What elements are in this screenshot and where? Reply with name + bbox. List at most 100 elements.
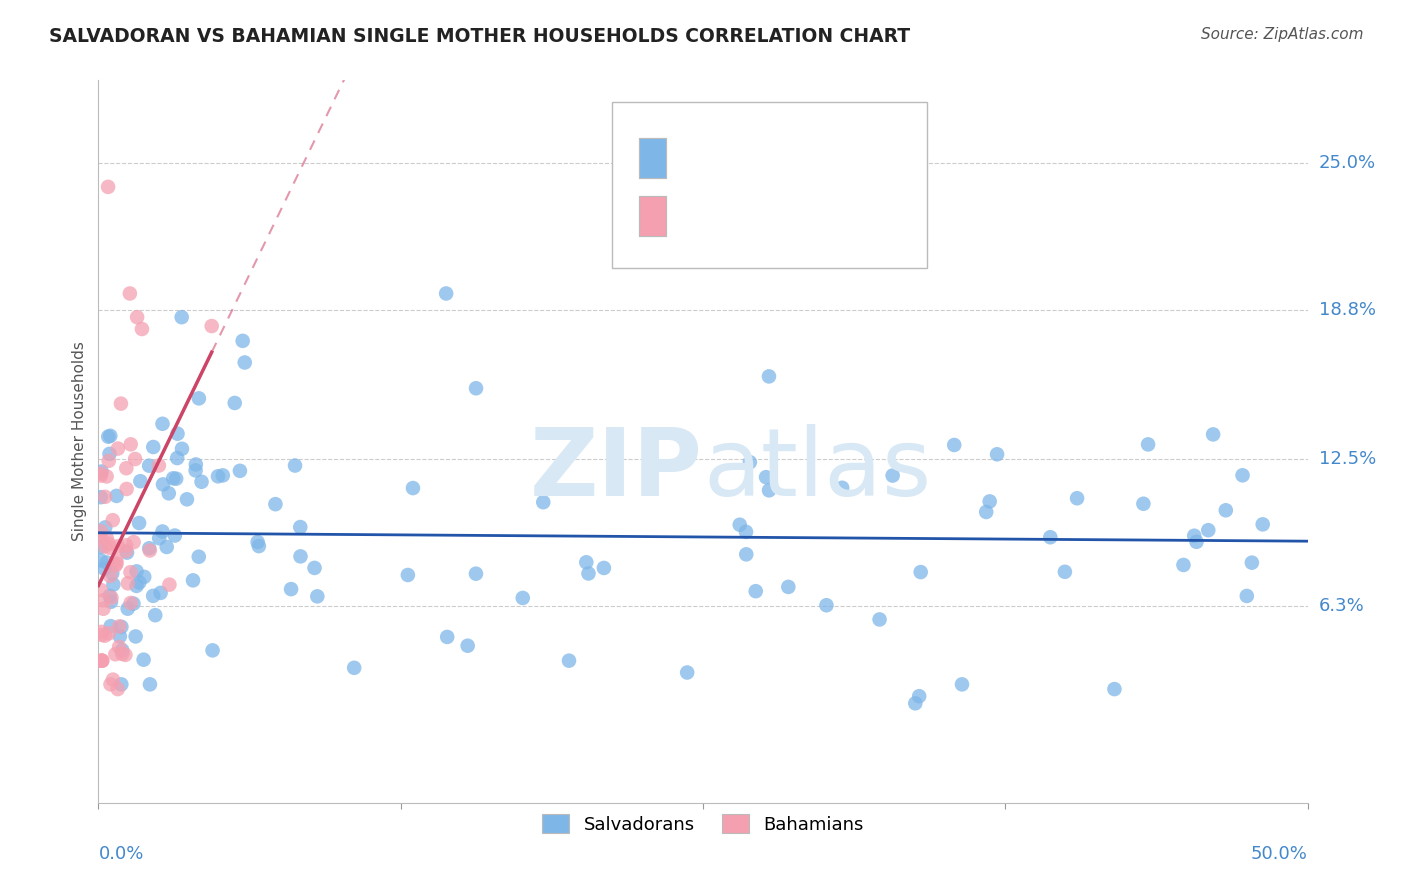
Point [90, 654, 112, 668]
Point [831, 481, 853, 495]
Text: 25.0%: 25.0% [1319, 154, 1376, 172]
Point [402, 481, 425, 495]
Point [165, 472, 187, 486]
Point [457, 639, 479, 653]
Point [97, 626, 120, 640]
Point [434, 286, 457, 301]
Point [1185, 534, 1208, 549]
Point [120, 437, 142, 451]
Point [98, 589, 121, 603]
Point [465, 566, 488, 581]
Point [157, 486, 180, 500]
Point [117, 576, 139, 591]
Point [778, 580, 800, 594]
Point [986, 447, 1008, 461]
Point [1251, 517, 1274, 532]
Point [575, 555, 598, 569]
Point [1132, 497, 1154, 511]
Point [149, 586, 172, 600]
Point [190, 475, 212, 489]
Point [1232, 468, 1254, 483]
Point [869, 612, 891, 626]
Point [90, 467, 112, 481]
Point [1173, 558, 1195, 572]
Point [943, 438, 966, 452]
Point [979, 494, 1001, 508]
Point [94, 629, 117, 643]
Point [558, 654, 581, 668]
Point [107, 539, 129, 553]
Point [211, 468, 233, 483]
Point [115, 482, 138, 496]
Point [201, 319, 224, 334]
Point [758, 483, 780, 498]
Point [166, 426, 188, 441]
Point [115, 461, 138, 475]
Point [132, 653, 155, 667]
Point [128, 516, 150, 530]
Point [187, 549, 209, 564]
Point [107, 442, 129, 456]
Point [152, 477, 174, 491]
Point [104, 647, 127, 661]
Point [229, 464, 252, 478]
Point [98, 536, 121, 550]
Point [280, 582, 302, 596]
Point [124, 630, 146, 644]
Point [105, 489, 128, 503]
Point [1197, 523, 1219, 537]
Point [111, 643, 134, 657]
FancyBboxPatch shape [638, 138, 665, 178]
Point [124, 452, 146, 467]
Point [93, 601, 115, 615]
Point [307, 590, 329, 604]
Point [738, 455, 761, 469]
Point [139, 677, 162, 691]
Point [100, 619, 122, 633]
Point [97, 180, 120, 194]
Point [396, 568, 419, 582]
Y-axis label: Single Mother Households: Single Mother Households [72, 342, 87, 541]
Point [1202, 427, 1225, 442]
Point [115, 546, 138, 560]
Point [90, 628, 112, 642]
Point [118, 286, 141, 301]
Point [108, 619, 131, 633]
Text: 6.3%: 6.3% [1319, 597, 1364, 615]
Point [93, 562, 115, 576]
Point [142, 440, 165, 454]
Text: 50.0%: 50.0% [1251, 846, 1308, 863]
Point [110, 620, 132, 634]
Text: SALVADORAN VS BAHAMIAN SINGLE MOTHER HOUSEHOLDS CORRELATION CHART: SALVADORAN VS BAHAMIAN SINGLE MOTHER HOU… [49, 27, 910, 45]
Text: 12.5%: 12.5% [1319, 450, 1376, 468]
Point [148, 458, 170, 473]
Point [465, 381, 488, 395]
Point [134, 570, 156, 584]
Point [578, 566, 600, 581]
Point [593, 561, 616, 575]
Point [91, 593, 114, 607]
Text: atlas: atlas [703, 425, 931, 516]
Point [184, 458, 207, 472]
Point [207, 469, 229, 483]
Point [100, 595, 122, 609]
Point [90, 524, 112, 539]
Text: 18.8%: 18.8% [1319, 301, 1375, 319]
Point [120, 565, 142, 579]
Point [264, 497, 287, 511]
Text: R = 0.031  N = 126: R = 0.031 N = 126 [675, 147, 870, 165]
Point [138, 458, 160, 473]
Point [129, 474, 152, 488]
Point [96, 469, 118, 483]
Point [125, 579, 148, 593]
Point [98, 447, 121, 461]
Point [138, 541, 160, 556]
Point [882, 468, 904, 483]
FancyBboxPatch shape [613, 102, 927, 268]
Point [98, 541, 121, 555]
Point [755, 470, 778, 484]
Point [94, 540, 117, 554]
Point [125, 565, 148, 579]
Point [152, 417, 174, 431]
Point [162, 471, 184, 485]
